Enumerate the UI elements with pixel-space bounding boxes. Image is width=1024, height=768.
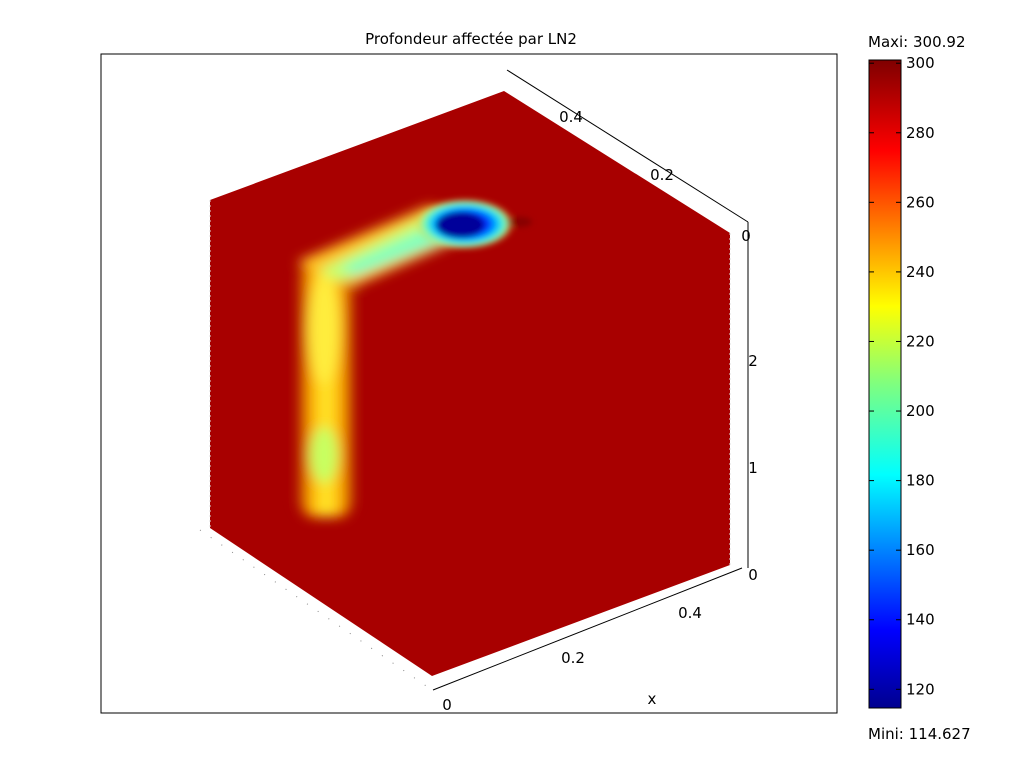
cube-surface xyxy=(210,91,730,676)
colorbar-max-label: Maxi: 300.92 xyxy=(868,33,966,51)
cube-bottom-left-edge xyxy=(199,529,433,691)
colorbar-tick-label-9: 300 xyxy=(906,54,935,72)
colorbar-tick-label-7: 260 xyxy=(906,193,935,211)
colorbar-tick-label-2: 160 xyxy=(906,541,935,559)
x-tick-0: 0 xyxy=(442,696,452,714)
colorbar-tick-label-5: 220 xyxy=(906,332,935,350)
chart-title: Profondeur affectée par LN2 xyxy=(365,30,577,48)
y-tick-0: 0 xyxy=(741,227,751,245)
colorbar-tick-label-0: 120 xyxy=(906,680,935,698)
colorbar-tick-label-3: 180 xyxy=(906,472,935,490)
x-axis-line xyxy=(432,567,743,691)
axes-frame xyxy=(100,53,838,714)
colorbar-ticks: 120 140 160 180 200 220 240 260 280 300 xyxy=(869,54,935,698)
y-tick-1: 0.2 xyxy=(650,166,674,184)
x-tick-1: 0.2 xyxy=(561,649,585,667)
colorbar-tick-label-8: 280 xyxy=(906,124,935,142)
x-axis-label: x xyxy=(648,690,657,708)
colorbar-tick-label-1: 140 xyxy=(906,611,935,629)
y-axis-line xyxy=(506,69,749,223)
y-tick-2: 0.4 xyxy=(559,108,583,126)
colorbar-tick-label-4: 200 xyxy=(906,402,935,420)
z-tick-1: 1 xyxy=(748,459,758,477)
colorbar xyxy=(868,59,902,709)
colorbar-min-label: Mini: 114.627 xyxy=(868,725,971,743)
colorbar-tick-label-6: 240 xyxy=(906,263,935,281)
z-tick-0: 0 xyxy=(748,566,758,584)
x-tick-2: 0.4 xyxy=(678,604,702,622)
z-tick-2: 2 xyxy=(748,352,758,370)
